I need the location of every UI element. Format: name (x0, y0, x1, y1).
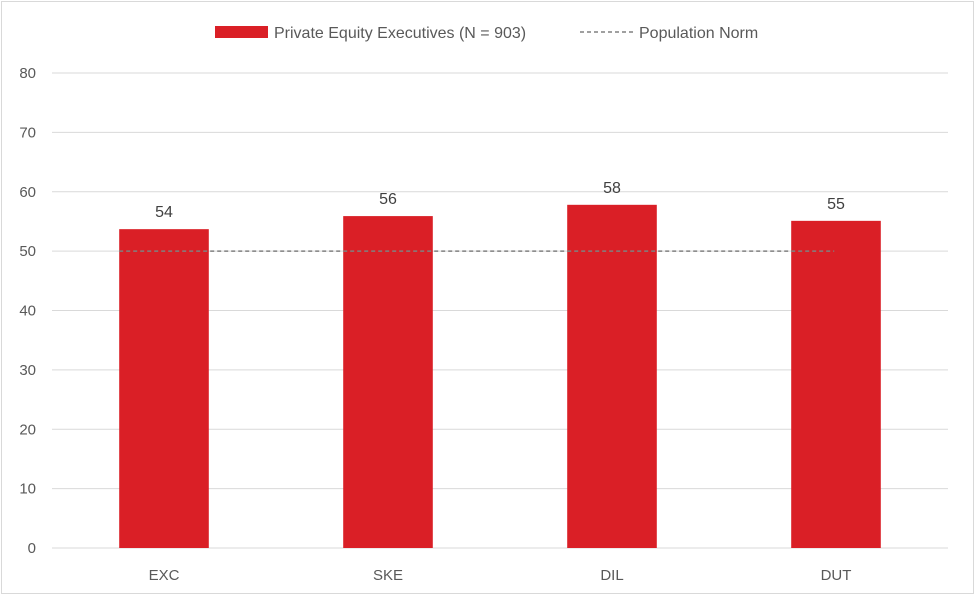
bar-dil (567, 204, 657, 548)
y-axis-ticks: 0 10 20 30 40 50 60 70 80 (19, 65, 36, 557)
legend-label-bars: Private Equity Executives (N = 903) (274, 25, 526, 42)
x-tick-label-dil: DIL (600, 567, 623, 584)
legend-label-norm: Population Norm (639, 25, 758, 42)
x-tick-label-ske: SKE (373, 567, 403, 584)
bars (119, 204, 881, 548)
y-tick-label: 80 (19, 65, 36, 82)
y-tick-label: 70 (19, 124, 36, 141)
legend-swatch-bars (215, 26, 268, 38)
y-tick-label: 40 (19, 303, 36, 320)
y-tick-label: 0 (28, 540, 36, 557)
y-tick-label: 20 (19, 421, 36, 438)
data-labels: 54 56 58 55 (155, 180, 845, 221)
bar-exc (119, 229, 209, 548)
x-tick-label-dut: DUT (821, 567, 852, 584)
x-tick-label-exc: EXC (149, 567, 180, 584)
bar-dut (791, 220, 881, 548)
x-axis-ticks: EXC SKE DIL DUT (149, 567, 852, 584)
y-tick-label: 30 (19, 362, 36, 379)
data-label-exc: 54 (155, 204, 173, 221)
bar-ske (343, 216, 433, 548)
y-tick-label: 50 (19, 243, 36, 260)
data-label-dil: 58 (603, 180, 621, 197)
data-label-dut: 55 (827, 196, 845, 213)
legend: Private Equity Executives (N = 903) Popu… (215, 25, 758, 42)
y-tick-label: 10 (19, 481, 36, 498)
data-label-ske: 56 (379, 191, 397, 208)
y-tick-label: 60 (19, 184, 36, 201)
